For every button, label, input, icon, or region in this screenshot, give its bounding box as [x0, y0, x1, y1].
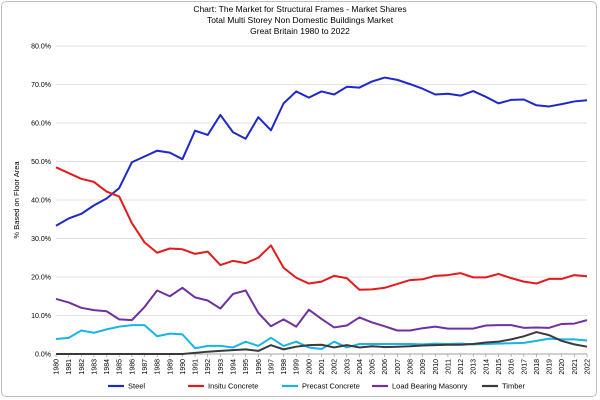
chart-title: Chart: The Market for Structural Frames …	[193, 4, 407, 14]
x-tick-label: 1988	[155, 359, 162, 375]
x-tick-label: 1997	[268, 359, 275, 375]
y-tick-label: 20.0%	[31, 275, 51, 282]
x-tick-label: 2020	[559, 359, 566, 375]
x-tick-label: 2018	[534, 359, 541, 375]
x-tick-label: 2009	[420, 359, 427, 375]
chart-subtitle: Total Multi Storey Non Domestic Building…	[206, 15, 394, 25]
x-tick-label: 2012	[458, 359, 465, 375]
x-tick-label: 2017	[521, 359, 528, 375]
x-tick-label: 1998	[281, 359, 288, 375]
x-tick-label: 2010	[433, 359, 440, 375]
y-axis-title: % Based on Floor Area	[12, 161, 21, 239]
y-tick-label: 40.0%	[31, 198, 51, 205]
x-tick-label: 1983	[91, 359, 98, 375]
x-tick-label: 1985	[117, 359, 124, 375]
series-line-precast-concrete	[55, 324, 588, 350]
x-tick-label: 1995	[243, 359, 250, 375]
legend: Steel Insitu Concrete Precast Concrete Load…	[108, 382, 526, 391]
x-tick-label: 1999	[294, 359, 301, 375]
y-tick-label: 70.0%	[31, 82, 51, 89]
legend-label: Load Bearing Masonry	[392, 382, 468, 391]
legend-label: Steel	[128, 382, 145, 391]
x-tick-label: 1990	[180, 359, 187, 375]
series-line-steel	[55, 76, 588, 227]
series-line-insitu-concrete	[55, 166, 588, 291]
x-tick-label: 2000	[306, 359, 313, 375]
x-tick-label: 1984	[104, 359, 111, 375]
series-line-load-bearing-masonry	[55, 286, 588, 332]
y-tick-label: 30.0%	[31, 236, 51, 243]
x-tick-label: 2014	[483, 359, 490, 375]
x-tick-label: 1989	[167, 359, 174, 375]
x-tick-label: 1996	[256, 359, 263, 375]
chart-titles: Chart: The Market for Structural Frames …	[0, 4, 600, 37]
x-tick-label: 2022	[585, 359, 592, 375]
y-tick-label: 0.0%	[35, 352, 51, 359]
x-tick-label: 1993	[218, 359, 225, 375]
chart-subtitle-2: Great Britain 1980 to 2022	[250, 26, 350, 36]
x-tick-label: 1981	[66, 359, 73, 375]
x-tick-label: 2002	[332, 359, 339, 375]
y-tick-label: 10.0%	[31, 313, 51, 320]
y-tick-label: 80.0%	[31, 44, 51, 51]
series-lines	[55, 76, 588, 355]
x-axis-ticks: 1980 1981 1982 1983 1984 1985 1986 1987 1988 1989…	[54, 354, 592, 375]
x-tick-label: 2005	[370, 359, 377, 375]
x-tick-label: 1980	[54, 359, 61, 375]
x-tick-label: 1994	[231, 359, 238, 375]
x-tick-label: 2001	[319, 359, 326, 375]
x-tick-label: 1982	[79, 359, 86, 375]
x-tick-label: 2021	[572, 359, 579, 375]
x-tick-label: 1986	[129, 359, 136, 375]
x-tick-label: 2007	[395, 359, 402, 375]
x-tick-label: 2006	[382, 359, 389, 375]
x-tick-label: 1987	[142, 359, 149, 375]
x-tick-label: 2008	[408, 359, 415, 375]
legend-label: Timber	[502, 382, 526, 391]
x-tick-label: 2015	[496, 359, 503, 375]
series-line-timber	[56, 331, 588, 355]
x-tick-label: 1992	[205, 359, 212, 375]
legend-label: Precast Concrete	[302, 382, 360, 391]
x-tick-label: 1991	[193, 359, 200, 375]
x-tick-label: 2003	[344, 359, 351, 375]
legend-label: Insitu Concrete	[208, 382, 258, 391]
x-tick-label: 2011	[445, 359, 452, 374]
x-tick-label: 2004	[357, 359, 364, 375]
x-tick-label: 2013	[471, 359, 478, 375]
y-tick-label: 50.0%	[31, 159, 51, 166]
y-axis-ticks: 0.0% 10.0% 20.0% 30.0% 40.0% 50.0% 60.0% 70.0% 8…	[31, 44, 51, 359]
x-tick-label: 2019	[547, 359, 554, 375]
y-tick-label: 60.0%	[31, 121, 51, 128]
x-tick-label: 2016	[509, 359, 516, 375]
